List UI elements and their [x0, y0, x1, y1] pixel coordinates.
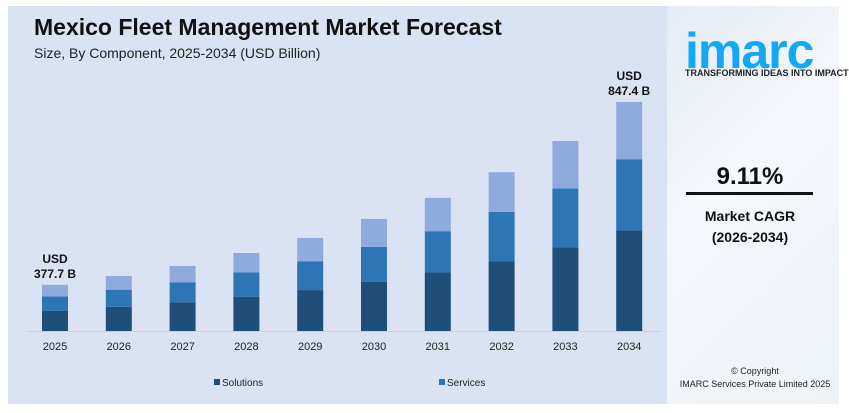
bar-chart: 2025 2026 2027 2028 2029 2030 2031 2032 2033 2034… [26, 69, 660, 389]
bar-2027-series-0 [169, 302, 196, 331]
bar-2028-series-0 [233, 296, 260, 331]
bar-2027-series-1 [169, 282, 196, 303]
bar-2025-series-1 [42, 296, 68, 311]
bar-2031-series-0 [424, 272, 451, 331]
bar-2034-series-0 [616, 230, 643, 331]
bar-2030-series-0 [361, 281, 387, 331]
copyright: © Copyright IMARC Services Private Limit… [670, 365, 840, 391]
bar-2030-series-2 [361, 218, 387, 247]
bar-2029-series-0 [297, 290, 324, 331]
x-tick-label: 2025 [43, 341, 67, 353]
bar-2033-series-1 [552, 188, 579, 248]
imarc-logo: imarc [685, 23, 814, 79]
legend-label: Services [447, 378, 485, 389]
x-tick-label: 2031 [426, 341, 450, 353]
bar-2029-series-2 [297, 237, 324, 262]
bar-2026-series-1 [105, 289, 132, 307]
bar-2026-series-2 [105, 275, 132, 290]
divider [686, 192, 813, 195]
bar-2031-series-1 [424, 231, 451, 273]
x-tick-label: 2028 [234, 341, 258, 353]
bar-2029-series-1 [297, 261, 324, 291]
x-tick-label: 2026 [107, 341, 131, 353]
data-label-unit: USD [42, 252, 68, 266]
bar-2025-series-0 [42, 310, 68, 331]
data-label-value: 847.4 B [608, 84, 650, 98]
data-label-value: 377.7 B [34, 267, 76, 281]
x-tick-label: 2034 [617, 341, 641, 353]
x-tick-label: 2027 [170, 341, 194, 353]
cagr-label: Market CAGR (2026-2034) [686, 206, 814, 248]
cagr-label-text: Market CAGR [704, 208, 796, 224]
bar-2033-series-0 [552, 247, 579, 331]
chart-subtitle: Size, By Component, 2025-2034 (USD Billi… [34, 45, 321, 61]
bar-2032-series-0 [488, 261, 515, 331]
bar-2027-series-2 [169, 266, 196, 283]
x-tick-label: 2029 [298, 341, 322, 353]
x-tick-label: 2033 [553, 341, 577, 353]
bar-2032-series-1 [488, 211, 515, 262]
company-line: IMARC Services Private Limited 2025 [679, 379, 831, 389]
legend-swatch [439, 379, 445, 385]
bar-2030-series-1 [361, 246, 387, 282]
bar-2034-series-1 [616, 159, 643, 231]
legend-swatch [214, 379, 220, 385]
legend-label: Solutions [222, 378, 263, 389]
bar-2034-series-2 [616, 102, 643, 160]
x-tick-label: 2032 [489, 341, 513, 353]
bar-2031-series-2 [424, 197, 451, 232]
bar-2028-series-2 [233, 252, 260, 273]
bar-2028-series-1 [233, 272, 260, 297]
bar-2025-series-2 [42, 284, 68, 297]
bar-2032-series-2 [488, 172, 515, 212]
copyright-line: © Copyright [731, 366, 779, 376]
cagr-value: 9.11% [716, 163, 784, 190]
chart-title: Mexico Fleet Management Market Forecast [34, 14, 502, 40]
data-label-unit: USD [617, 69, 643, 83]
logo-tagline: TRANSFORMING IDEAS INTO IMPACT [685, 68, 849, 78]
cagr-period: (2026-2034) [711, 229, 789, 245]
side-panel [667, 6, 839, 404]
bar-2026-series-0 [105, 306, 132, 331]
x-tick-label: 2030 [362, 341, 386, 353]
bar-2033-series-2 [552, 141, 579, 189]
